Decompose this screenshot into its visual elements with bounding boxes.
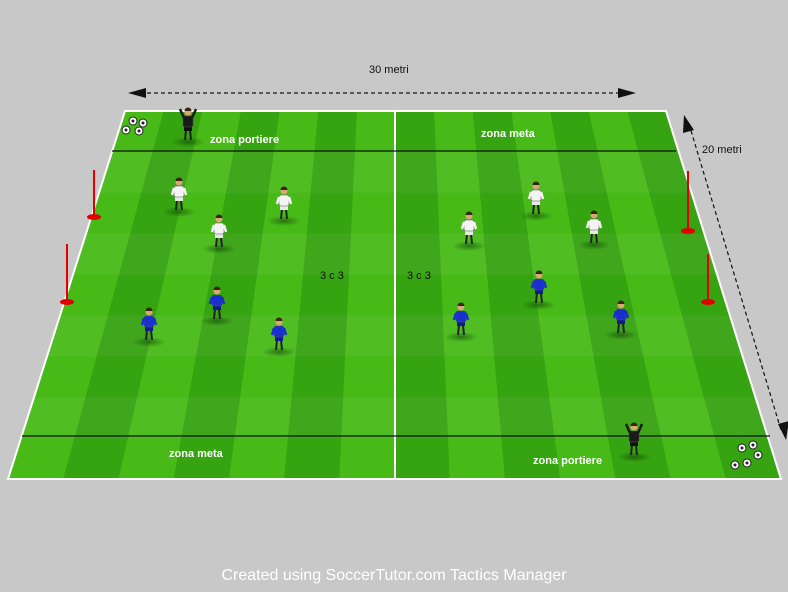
- footer-credit: Created using SoccerTutor.com Tactics Ma…: [221, 567, 567, 584]
- width-dimension: [683, 115, 788, 440]
- pitch-stripe: [284, 111, 357, 479]
- pitch: [6, 110, 783, 480]
- arrow-right-head: [618, 88, 636, 98]
- blue-team-player: [200, 286, 234, 326]
- blue-team-player: [604, 300, 638, 340]
- matchup-label-left: 3 c 3: [320, 270, 344, 282]
- width-label: 20 metri: [702, 144, 742, 156]
- pitch-stripe: [394, 111, 450, 479]
- zone-label-goalkeeper-top: zona portiere: [210, 134, 280, 146]
- white-team-player: [162, 177, 196, 217]
- width-arrow-line: [688, 123, 782, 431]
- blue-team-player: [444, 302, 478, 342]
- zone-label-goal-top: zona meta: [481, 128, 535, 140]
- pitch-stripe: [8, 111, 164, 479]
- pitch-stripe: [339, 111, 396, 479]
- pole-marker: [60, 244, 74, 305]
- pitch-stripe: [472, 111, 561, 479]
- arrow-left-head: [128, 88, 146, 98]
- white-team-player: [452, 211, 486, 251]
- pitch-stripe: [550, 111, 671, 479]
- pitch-stripe: [627, 111, 781, 479]
- length-dimension: [128, 88, 636, 98]
- pole-marker: [87, 170, 101, 220]
- pitch-stripe: [434, 111, 505, 479]
- white-team-player: [267, 186, 301, 226]
- ball: [737, 443, 747, 453]
- white-team-player: [577, 210, 611, 250]
- ball: [753, 450, 763, 460]
- pitch-stripe: [63, 111, 203, 479]
- length-label: 30 metri: [369, 64, 409, 76]
- ball: [128, 116, 138, 126]
- white-team-player: [202, 214, 236, 254]
- arrow-up-head: [683, 115, 694, 133]
- goalkeeper-player: [171, 107, 205, 147]
- matchup-label-right: 3 c 3: [407, 270, 431, 282]
- ball: [121, 125, 131, 135]
- pitch-stripe: [118, 111, 241, 479]
- arrow-down-head: [778, 421, 788, 440]
- blue-team-player: [132, 307, 166, 347]
- balls-bottom-right: [730, 440, 763, 470]
- blue-team-player: [262, 317, 296, 357]
- pitch-stripe: [228, 111, 319, 479]
- pitch-stripe: [588, 111, 726, 479]
- ball: [742, 458, 752, 468]
- white-team-player: [519, 181, 553, 221]
- ball: [730, 460, 740, 470]
- pole-marker: [681, 171, 695, 234]
- ball: [134, 126, 144, 136]
- pole-marker: [701, 254, 715, 305]
- pole-markers: [60, 170, 715, 305]
- pitch-stripe: [173, 111, 280, 479]
- ball: [138, 118, 148, 128]
- goalkeeper-player: [617, 422, 651, 462]
- zone-label-goalkeeper-bottom: zona portiere: [533, 455, 603, 467]
- pitch-boundary: [6, 110, 783, 480]
- players: [132, 107, 651, 462]
- blue-team-player: [522, 270, 556, 310]
- ball: [748, 440, 758, 450]
- balls-top-left: [121, 116, 148, 136]
- zone-label-goal-bottom: zona meta: [169, 448, 223, 460]
